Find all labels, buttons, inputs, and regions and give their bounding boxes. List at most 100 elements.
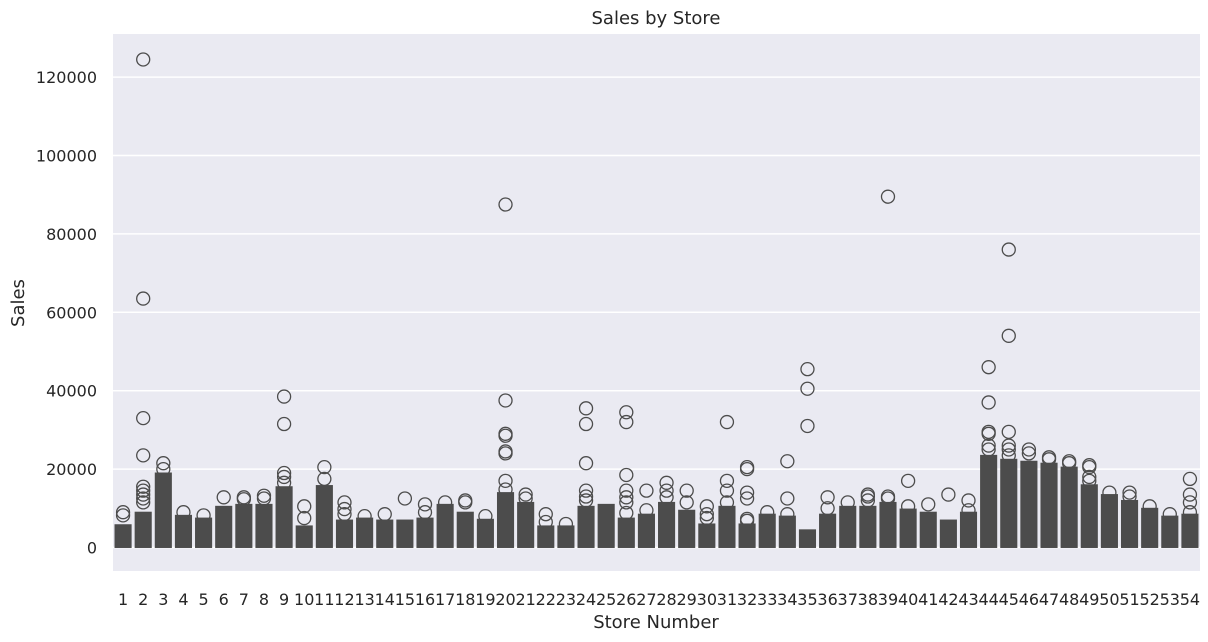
outlier-point <box>578 489 594 504</box>
outlier-point <box>578 401 594 416</box>
store-box <box>698 499 716 548</box>
outlier-point <box>840 495 855 510</box>
outlier-point <box>1001 438 1016 453</box>
box-body <box>275 486 293 548</box>
box-body <box>517 501 535 548</box>
y-tick-label: 80000 <box>46 225 97 244</box>
outlier-point <box>1182 471 1198 487</box>
box-body <box>597 503 615 548</box>
box-body <box>1040 462 1058 548</box>
x-tick-label: 49 <box>1079 590 1099 609</box>
box-body <box>798 529 817 548</box>
outlier-point <box>780 491 795 506</box>
outlier-point <box>880 189 896 204</box>
outlier-point <box>981 395 996 410</box>
outlier-point <box>1122 485 1137 500</box>
outlier-point <box>337 495 352 510</box>
outlier-point <box>437 495 453 510</box>
outlier-point <box>1001 424 1016 440</box>
store-box <box>456 493 474 548</box>
store-box <box>577 401 595 548</box>
outlier-point <box>156 456 171 471</box>
outlier-point <box>981 438 996 453</box>
outlier-point <box>679 495 694 510</box>
box-body <box>295 525 313 548</box>
outlier-point <box>619 414 634 430</box>
outlier-point <box>719 414 735 430</box>
store-box <box>557 516 575 548</box>
store-box <box>154 456 172 548</box>
outlier-point <box>578 416 594 432</box>
outlier-point <box>820 490 835 505</box>
outlier-point <box>377 507 392 522</box>
x-tick-label: 28 <box>656 590 676 609</box>
x-tick-label: 7 <box>239 590 249 609</box>
outlier-point <box>276 465 292 481</box>
outlier-point <box>1142 499 1157 514</box>
store-box <box>1181 471 1199 548</box>
outlier-point <box>578 456 594 471</box>
outlier-point <box>136 495 151 510</box>
box-body <box>617 517 635 548</box>
y-tick-label: 40000 <box>46 382 97 401</box>
y-tick-label: 100000 <box>36 147 97 166</box>
outlier-point <box>1182 487 1198 502</box>
outlier-point <box>256 488 272 503</box>
y-tick-label: 0 <box>87 538 97 557</box>
outlier-point <box>820 501 835 516</box>
store-box <box>517 487 535 548</box>
store-box <box>356 508 374 548</box>
x-tick-label: 21 <box>515 590 535 609</box>
store-box <box>1020 442 1038 548</box>
box-body <box>335 519 354 548</box>
box-body <box>215 505 233 548</box>
outlier-point <box>136 52 151 67</box>
outlier-point <box>136 291 151 306</box>
store-box <box>1120 485 1139 548</box>
box-body <box>114 524 132 548</box>
grid-lines <box>113 76 1200 549</box>
chart-title: Sales by Store <box>591 8 720 29</box>
store-box <box>134 52 152 548</box>
store-box <box>436 495 454 548</box>
outlier-point <box>1001 448 1016 463</box>
store-box <box>1080 458 1098 548</box>
outlier-point <box>921 497 936 512</box>
store-box <box>980 360 998 548</box>
outlier-point <box>719 473 735 488</box>
outlier-point <box>860 493 876 508</box>
store-box <box>819 490 837 548</box>
outlier-point <box>498 444 513 459</box>
outlier-point <box>498 393 513 408</box>
box-body <box>678 509 696 548</box>
store-box <box>1060 454 1078 548</box>
box-body <box>839 505 857 548</box>
outlier-point <box>880 489 896 504</box>
outlier-point <box>780 454 795 469</box>
box-series <box>114 52 1199 548</box>
outlier-point <box>276 469 292 485</box>
x-tick-label: 5 <box>198 590 208 609</box>
box-body <box>939 519 957 548</box>
box-body <box>879 501 897 548</box>
outlier-point <box>136 479 151 494</box>
x-tick-label: 24 <box>576 590 596 609</box>
box-body <box>637 513 655 548</box>
outlier-point <box>1182 505 1198 520</box>
store-box <box>235 490 253 548</box>
outlier-point <box>317 459 332 475</box>
x-axis-ticks: 1 2 3 4 5 6 7 8 9 10 11 12 13 14 15 16 17 18 19 20 21 22 23 24 2… <box>118 590 1200 609</box>
outlier-point <box>1062 454 1077 469</box>
x-tick-label: 37 <box>838 590 858 609</box>
x-tick-label: 16 <box>415 590 435 609</box>
x-tick-label: 41 <box>918 590 938 609</box>
x-tick-label: 6 <box>219 590 229 609</box>
store-box <box>798 361 817 548</box>
box-body <box>1120 499 1139 548</box>
outlier-point <box>297 510 312 526</box>
store-box <box>275 389 293 548</box>
x-tick-label: 29 <box>677 590 697 609</box>
box-body <box>537 525 555 548</box>
store-box <box>215 490 233 548</box>
store-box <box>1000 242 1018 548</box>
